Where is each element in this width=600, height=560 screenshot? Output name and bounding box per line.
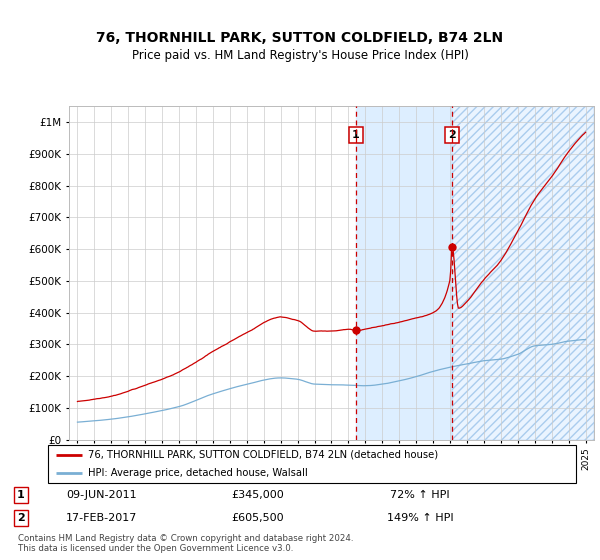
Text: £605,500: £605,500 — [232, 513, 284, 523]
Text: Price paid vs. HM Land Registry's House Price Index (HPI): Price paid vs. HM Land Registry's House … — [131, 49, 469, 62]
Text: £345,000: £345,000 — [232, 490, 284, 500]
Text: 76, THORNHILL PARK, SUTTON COLDFIELD, B74 2LN: 76, THORNHILL PARK, SUTTON COLDFIELD, B7… — [97, 31, 503, 45]
Text: 1: 1 — [17, 490, 25, 500]
Text: 72% ↑ HPI: 72% ↑ HPI — [390, 490, 450, 500]
Text: 1: 1 — [352, 130, 360, 140]
Text: 2: 2 — [17, 513, 25, 523]
Text: Contains HM Land Registry data © Crown copyright and database right 2024.
This d: Contains HM Land Registry data © Crown c… — [18, 534, 353, 553]
Text: HPI: Average price, detached house, Walsall: HPI: Average price, detached house, Wals… — [88, 468, 307, 478]
Text: 149% ↑ HPI: 149% ↑ HPI — [386, 513, 454, 523]
Bar — [356, 106, 452, 440]
FancyBboxPatch shape — [48, 445, 576, 483]
Text: 09-JUN-2011: 09-JUN-2011 — [67, 490, 137, 500]
Bar — [452, 106, 594, 440]
Text: 17-FEB-2017: 17-FEB-2017 — [67, 513, 137, 523]
Text: 76, THORNHILL PARK, SUTTON COLDFIELD, B74 2LN (detached house): 76, THORNHILL PARK, SUTTON COLDFIELD, B7… — [88, 450, 438, 460]
Bar — [452, 106, 594, 440]
Text: 2: 2 — [448, 130, 456, 140]
